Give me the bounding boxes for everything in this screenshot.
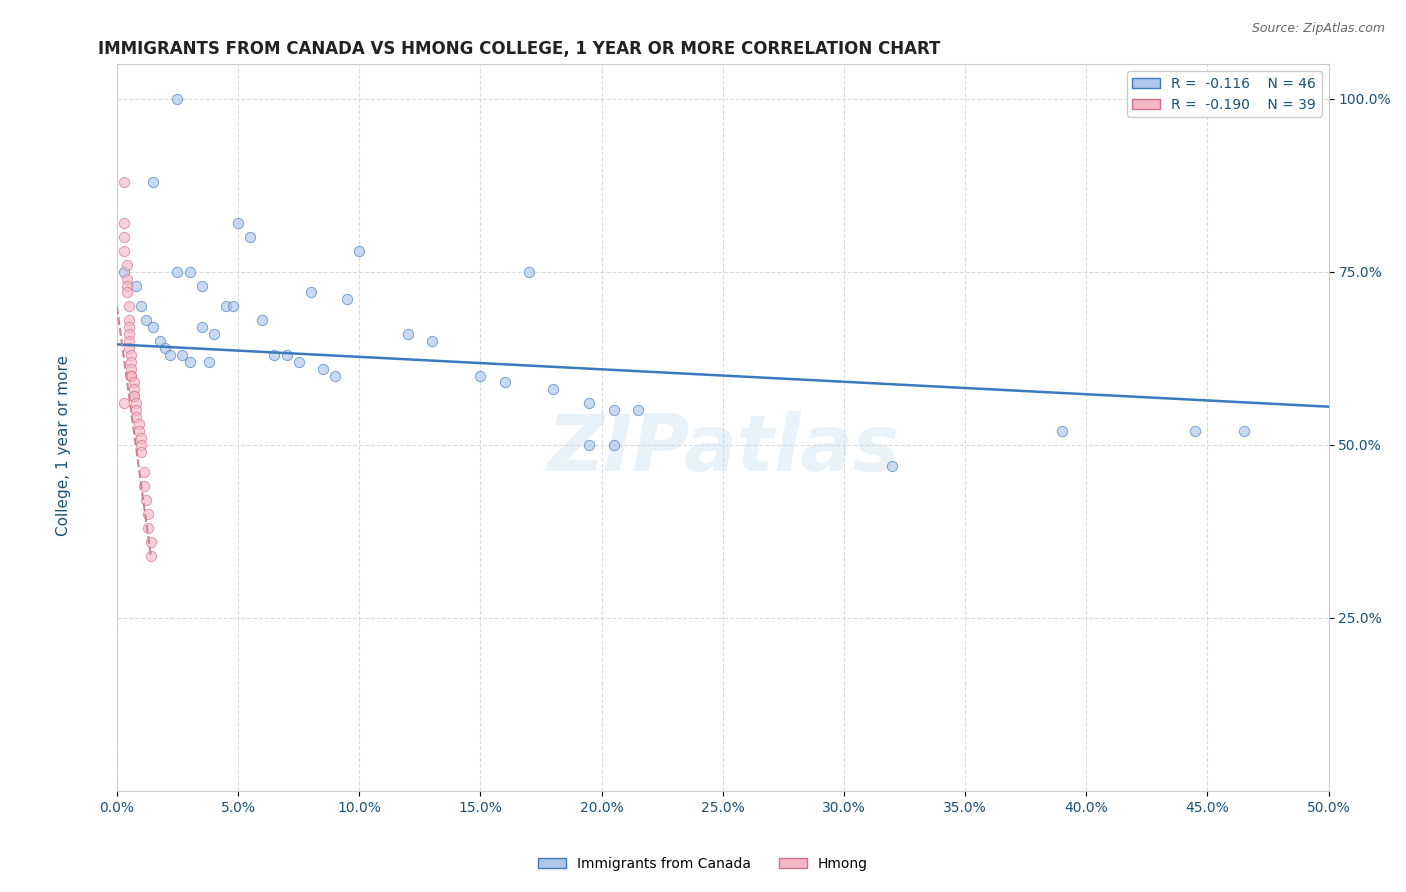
Point [129,438,152,452]
Point [112,216,135,230]
Point [138,507,160,521]
Point [129,431,152,445]
Point [336,293,359,307]
Point [118,320,141,334]
Point [120,348,142,362]
Point [120,368,142,383]
Point [142,175,165,189]
Point [118,299,141,313]
Point [222,299,245,313]
Point [135,493,157,508]
Point [112,230,135,244]
Point [323,368,346,383]
Point [112,244,135,258]
Text: College, 1 year or more: College, 1 year or more [56,356,70,536]
Point [128,417,150,431]
Point [120,368,142,383]
Point [215,299,238,313]
Point [166,265,188,279]
Point [287,354,309,368]
Point [190,278,212,293]
Point [120,361,142,376]
Point [122,376,145,390]
Text: IMMIGRANTS FROM CANADA VS HMONG COLLEGE, 1 YEAR OR MORE CORRELATION CHART: IMMIGRANTS FROM CANADA VS HMONG COLLEGE,… [98,40,941,58]
Point [139,534,162,549]
Point [138,521,160,535]
Point [541,383,564,397]
Point [190,320,212,334]
Point [142,320,165,334]
Point [252,313,274,327]
Point [135,313,157,327]
Point [132,466,155,480]
Point [112,396,135,410]
Point [120,354,142,368]
Point [198,354,221,368]
Point [166,92,188,106]
Point [115,278,138,293]
Point [179,265,201,279]
Point [470,368,492,383]
Point [125,403,148,417]
Point [202,326,225,341]
Point [115,285,138,300]
Point [122,389,145,403]
Point [627,403,650,417]
Point [118,313,141,327]
Point [1050,424,1073,438]
Point [517,265,540,279]
Point [129,444,152,458]
Point [602,438,624,452]
Point [155,341,177,355]
Point [578,438,600,452]
Point [129,299,152,313]
Point [122,383,145,397]
Point [347,244,370,258]
Point [149,334,172,348]
Point [312,361,335,376]
Text: Source: ZipAtlas.com: Source: ZipAtlas.com [1251,22,1385,36]
Text: ZIPatlas: ZIPatlas [547,411,898,487]
Point [263,348,285,362]
Point [882,458,904,473]
Point [602,403,624,417]
Point [118,326,141,341]
Point [159,348,181,362]
Point [128,424,150,438]
Point [125,410,148,425]
Point [299,285,322,300]
Legend: Immigrants from Canada, Hmong: Immigrants from Canada, Hmong [533,851,873,876]
Point [179,354,201,368]
Point [1184,424,1206,438]
Point [112,175,135,189]
Point [125,278,148,293]
Point [239,230,262,244]
Point [122,389,145,403]
Point [1233,424,1256,438]
Point [396,326,419,341]
Point [172,348,194,362]
Point [112,265,135,279]
Point [132,479,155,493]
Point [118,334,141,348]
Point [115,271,138,285]
Point [420,334,443,348]
Point [118,341,141,355]
Point [125,396,148,410]
Point [494,376,516,390]
Point [578,396,600,410]
Point [115,258,138,272]
Legend: R =  -0.116    N = 46, R =  -0.190    N = 39: R = -0.116 N = 46, R = -0.190 N = 39 [1126,71,1322,117]
Point [226,216,249,230]
Point [139,549,162,563]
Point [276,348,298,362]
